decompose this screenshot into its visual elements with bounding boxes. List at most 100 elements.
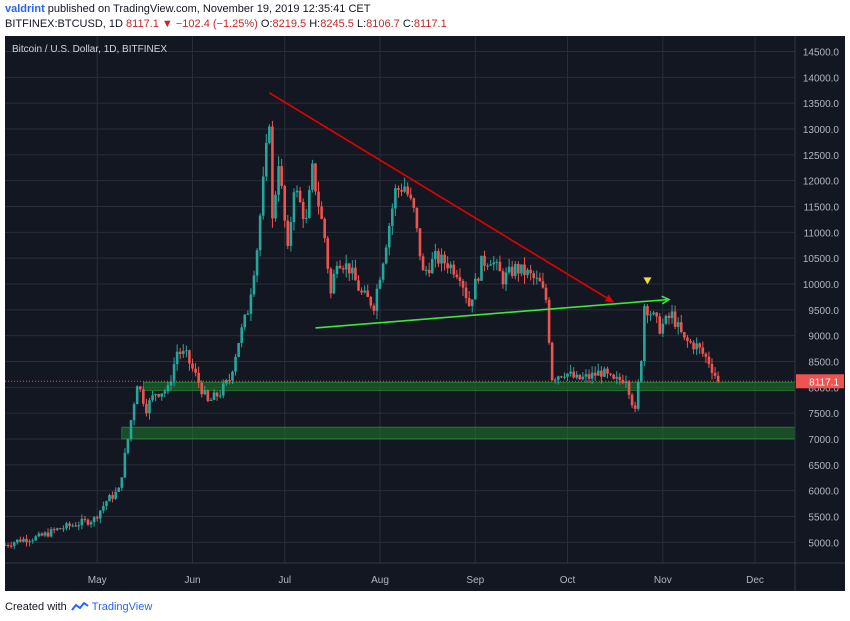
candle <box>301 198 305 228</box>
candle-body <box>461 280 465 288</box>
candle-body <box>584 374 588 377</box>
candle <box>615 371 619 385</box>
candle <box>483 250 486 272</box>
candle-body <box>578 374 582 380</box>
candle <box>532 270 536 286</box>
y-tick-label: 7000.0 <box>808 435 839 446</box>
candle <box>102 501 105 514</box>
candle-body <box>157 394 160 397</box>
candle-body <box>74 525 78 527</box>
candle <box>716 371 720 384</box>
candle <box>234 353 237 376</box>
candle-body <box>384 247 388 264</box>
y-tick-label: 14500.0 <box>803 48 840 59</box>
candle-body <box>289 222 293 246</box>
candle <box>338 260 342 270</box>
candle-body <box>676 322 680 327</box>
candle <box>360 287 363 296</box>
candle <box>480 255 483 281</box>
candle-body <box>652 312 655 315</box>
candle <box>132 402 136 426</box>
candle-body <box>593 372 597 376</box>
candle-body <box>129 420 133 440</box>
candle <box>387 222 391 256</box>
candle <box>206 389 210 403</box>
candle-body <box>12 542 16 546</box>
candle-body <box>292 192 296 223</box>
candle-body <box>329 268 333 294</box>
candle-body <box>132 404 136 421</box>
candle <box>581 372 585 381</box>
candle-body <box>52 529 56 531</box>
candle-body <box>68 523 71 527</box>
candle <box>98 510 102 524</box>
candle <box>304 208 308 224</box>
y-tick-label: 10500.0 <box>803 254 840 265</box>
candle <box>142 386 145 407</box>
candle <box>154 393 157 402</box>
y-tick-label: 10000.0 <box>803 280 840 291</box>
candle <box>652 310 655 316</box>
candle <box>686 334 689 348</box>
candle-body <box>673 311 677 327</box>
chart-panel[interactable]: 5000.0 5500.0 6000.0 6500.0 7000.0 7500.0 8000… <box>5 36 845 591</box>
candle <box>655 311 658 324</box>
author-link[interactable]: valdrint <box>5 3 45 15</box>
candle-body <box>108 495 111 502</box>
candle <box>440 248 443 272</box>
candle <box>258 213 262 257</box>
candle-body <box>369 296 373 306</box>
candle-body <box>658 316 662 334</box>
price-chart[interactable]: 5000.0 5500.0 6000.0 6500.0 7000.0 7500.0 8000… <box>5 36 845 591</box>
candle-body <box>529 269 532 274</box>
candle-body <box>547 299 551 343</box>
candle-body <box>563 376 566 378</box>
candle <box>575 370 579 380</box>
y-tick-label: 6500.0 <box>808 461 839 472</box>
candle <box>609 372 612 377</box>
candle <box>25 534 28 547</box>
candle <box>618 373 622 385</box>
candle <box>86 518 90 527</box>
x-tick-label: Sep <box>466 575 484 586</box>
candle-body <box>160 393 164 397</box>
candle <box>369 295 373 309</box>
candle-body <box>317 191 320 207</box>
candle-body <box>59 528 62 530</box>
y-tick-label: 9500.0 <box>808 306 839 317</box>
candle-body <box>480 255 483 281</box>
candle-body <box>575 374 579 378</box>
candle <box>507 258 511 275</box>
candle-body <box>566 373 569 377</box>
candle-body <box>517 264 520 274</box>
last-price: 8117.1 <box>126 18 159 30</box>
candle-body <box>172 364 176 382</box>
candle <box>596 363 600 376</box>
candle-body <box>301 202 305 219</box>
candle-body <box>710 364 714 373</box>
candle <box>28 539 31 547</box>
tradingview-link[interactable]: TradingView <box>91 601 153 613</box>
candle-body <box>437 251 440 264</box>
x-tick-label: Oct <box>560 575 576 586</box>
candle <box>228 373 231 385</box>
candle <box>120 477 124 491</box>
candle-body <box>274 194 277 219</box>
candle <box>175 344 179 371</box>
candle <box>400 183 403 197</box>
candle <box>277 156 280 202</box>
x-tick-label: Jul <box>278 575 291 586</box>
candle <box>243 313 247 331</box>
candle <box>627 379 631 400</box>
candle <box>707 351 711 369</box>
candle-body <box>427 269 431 274</box>
x-tick-label: Aug <box>371 575 389 586</box>
candle <box>354 259 357 281</box>
candle-body <box>95 517 99 519</box>
candle <box>280 158 283 189</box>
candle <box>384 244 388 265</box>
candle <box>710 358 714 380</box>
candle <box>600 366 603 384</box>
candle-body <box>467 298 471 307</box>
candle <box>701 341 705 357</box>
